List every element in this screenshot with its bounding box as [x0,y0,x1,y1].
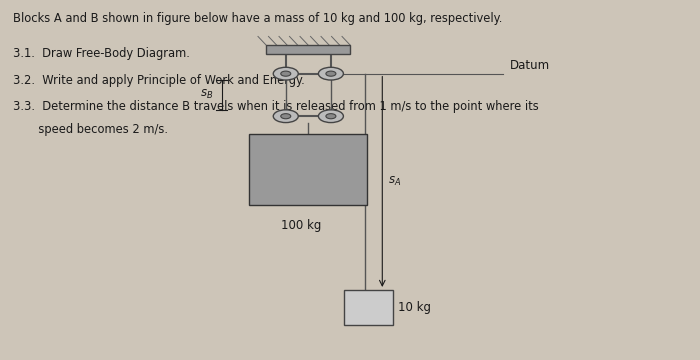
Text: Blocks A and B shown in figure below have a mass of 10 kg and 100 kg, respective: Blocks A and B shown in figure below hav… [13,12,503,24]
Text: Datum: Datum [510,59,550,72]
Circle shape [281,114,290,119]
Bar [266,45,350,54]
Text: B: B [303,162,314,176]
Text: $s_B$: $s_B$ [200,89,214,102]
Circle shape [281,71,290,76]
Circle shape [318,110,344,122]
Bar [344,290,393,325]
Circle shape [273,67,298,80]
Text: A: A [350,302,358,313]
Circle shape [273,110,298,122]
Text: 100 kg: 100 kg [281,219,321,232]
Text: 3.1.  Draw Free-Body Diagram.: 3.1. Draw Free-Body Diagram. [13,47,190,60]
Text: $s_A$: $s_A$ [388,175,401,188]
Bar [249,134,368,205]
Text: 3.2.  Write and apply Principle of Work and Energy.: 3.2. Write and apply Principle of Work a… [13,74,305,87]
Circle shape [318,67,344,80]
Circle shape [326,71,336,76]
Text: speed becomes 2 m/s.: speed becomes 2 m/s. [13,123,168,136]
Text: 3.3.  Determine the distance B travels when it is released from 1 m/s to the poi: 3.3. Determine the distance B travels wh… [13,100,539,113]
Text: 10 kg: 10 kg [398,301,431,314]
Circle shape [326,114,336,119]
